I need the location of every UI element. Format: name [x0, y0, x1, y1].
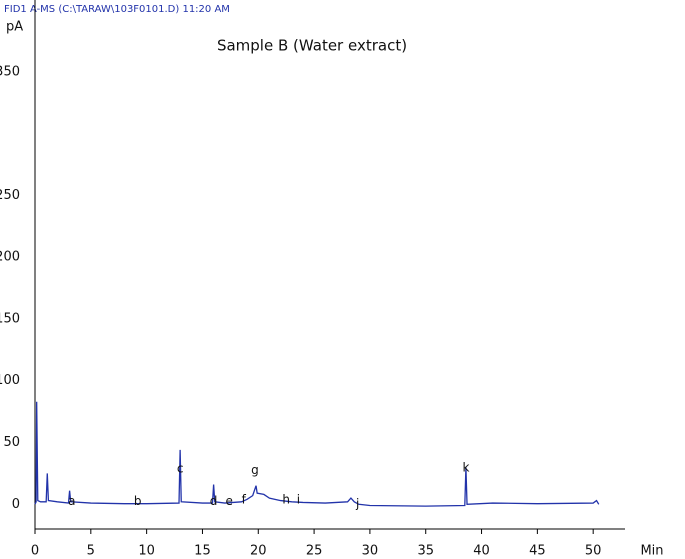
- peak-label: h: [282, 493, 290, 507]
- peak-label: g: [251, 463, 259, 477]
- y-tick-label: 50: [3, 435, 20, 450]
- x-tick-label: 35: [417, 544, 434, 559]
- chart-title: Sample B (Water extract): [217, 37, 407, 55]
- peak-label: k: [462, 460, 469, 474]
- peak-label: c: [177, 462, 184, 476]
- x-tick-label: 20: [250, 544, 267, 559]
- peak-label: d: [210, 494, 218, 508]
- x-tick-label: 25: [306, 544, 323, 559]
- peak-label: b: [134, 494, 142, 508]
- x-tick-label: 5: [87, 544, 95, 559]
- peak-label: i: [297, 493, 300, 507]
- y-tick-label: 200: [0, 250, 20, 265]
- y-tick-label: 0: [12, 497, 20, 512]
- x-tick-label: 45: [529, 544, 546, 559]
- x-tick-label: 30: [362, 544, 379, 559]
- y-axis-label: pA: [6, 20, 23, 35]
- x-tick-label: 0: [31, 544, 39, 559]
- x-tick-label: 50: [585, 544, 602, 559]
- peak-label: e: [226, 494, 233, 508]
- x-tick-label: 10: [138, 544, 155, 559]
- x-tick-label: 40: [473, 544, 490, 559]
- y-tick-label: 100: [0, 373, 20, 388]
- x-axis-label: Min: [640, 544, 663, 559]
- chromatogram-line: [34, 401, 600, 507]
- peak-label: f: [242, 493, 247, 507]
- peak-label: a: [68, 494, 75, 508]
- y-tick-label: 250: [0, 188, 20, 203]
- peak-label: j: [355, 496, 359, 510]
- header: FID1 A-MS (C:\TARAW\103F0101.D) 11:20 AM: [4, 4, 230, 15]
- y-tick-label: 150: [0, 311, 20, 326]
- y-tick-label: 350: [0, 64, 20, 79]
- x-tick-label: 15: [194, 544, 211, 559]
